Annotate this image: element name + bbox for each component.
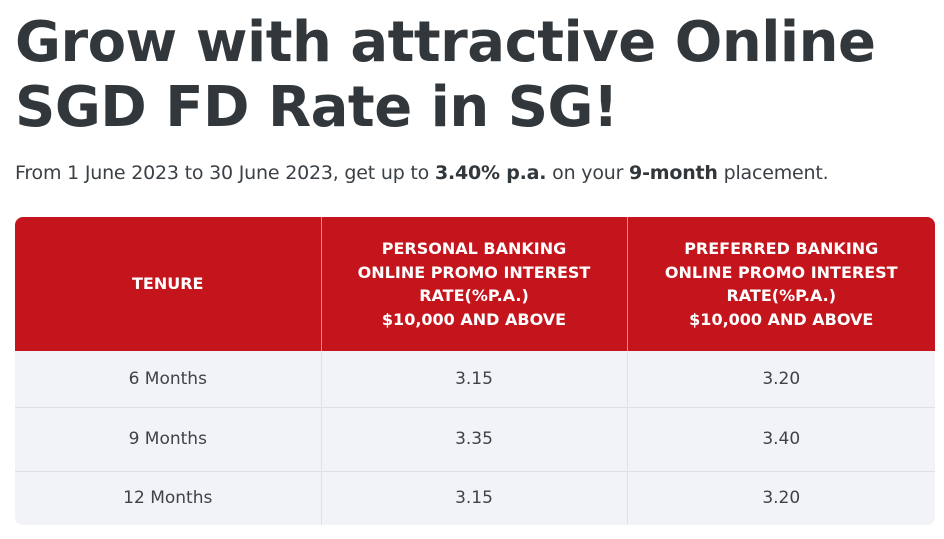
header-preferred-line-3: RATE(%P.A.) — [726, 286, 837, 305]
page-title-line-1: Grow with attractive Online — [15, 10, 876, 75]
table-row: 12 Months 3.15 3.20 — [15, 471, 935, 525]
table-row: 6 Months 3.15 3.20 — [15, 351, 935, 408]
promo-description: From 1 June 2023 to 30 June 2023, get up… — [15, 158, 935, 188]
header-personal-line-1: PERSONAL BANKING — [381, 239, 567, 258]
promo-description-prefix: From 1 June 2023 to 30 June 2023, get up… — [15, 162, 435, 184]
promo-description-middle: on your — [546, 162, 630, 184]
header-tenure-label: TENURE — [132, 274, 204, 294]
cell-tenure: 12 Months — [15, 471, 322, 525]
rates-table-container: TENURE PERSONAL BANKING ONLINE PROMO INT… — [15, 217, 935, 525]
cell-personal-rate: 3.15 — [321, 351, 628, 408]
page-title: Grow with attractive Online SGD FD Rate … — [15, 10, 935, 140]
cell-tenure: 6 Months — [15, 351, 322, 408]
header-preferred-line-2: ONLINE PROMO INTEREST — [664, 262, 898, 282]
header-personal-line-4: $10,000 AND ABOVE — [381, 309, 567, 329]
header-personal-banking: PERSONAL BANKING ONLINE PROMO INTEREST R… — [321, 217, 628, 351]
cell-personal-rate: 3.15 — [321, 471, 628, 525]
header-personal-line-2: ONLINE PROMO INTEREST — [357, 262, 591, 282]
cell-personal-rate: 3.35 — [321, 407, 628, 472]
table-row: 9 Months 3.35 3.40 — [15, 407, 935, 472]
cell-preferred-rate: 3.20 — [627, 471, 935, 525]
header-tenure: TENURE — [15, 217, 322, 351]
page-title-line-2: SGD FD Rate in SG! — [15, 75, 619, 140]
rates-table-header-row: TENURE PERSONAL BANKING ONLINE PROMO INT… — [15, 217, 935, 351]
header-preferred-banking: PREFERRED BANKING ONLINE PROMO INTEREST … — [627, 217, 935, 351]
rates-table: TENURE PERSONAL BANKING ONLINE PROMO INT… — [15, 217, 935, 525]
header-preferred-line-1: PREFERRED BANKING — [684, 239, 879, 258]
header-preferred-line-4: $10,000 AND ABOVE — [689, 309, 874, 329]
cell-preferred-rate: 3.20 — [627, 351, 935, 408]
cell-tenure: 9 Months — [15, 407, 322, 472]
cell-preferred-rate: 3.40 — [627, 407, 935, 472]
header-personal-line-3: RATE(%P.A.) — [419, 286, 529, 305]
promo-rate-highlight: 3.40% p.a. — [434, 162, 547, 184]
promo-tenure-highlight: 9-month — [629, 162, 718, 184]
promo-description-suffix: placement. — [717, 162, 829, 184]
